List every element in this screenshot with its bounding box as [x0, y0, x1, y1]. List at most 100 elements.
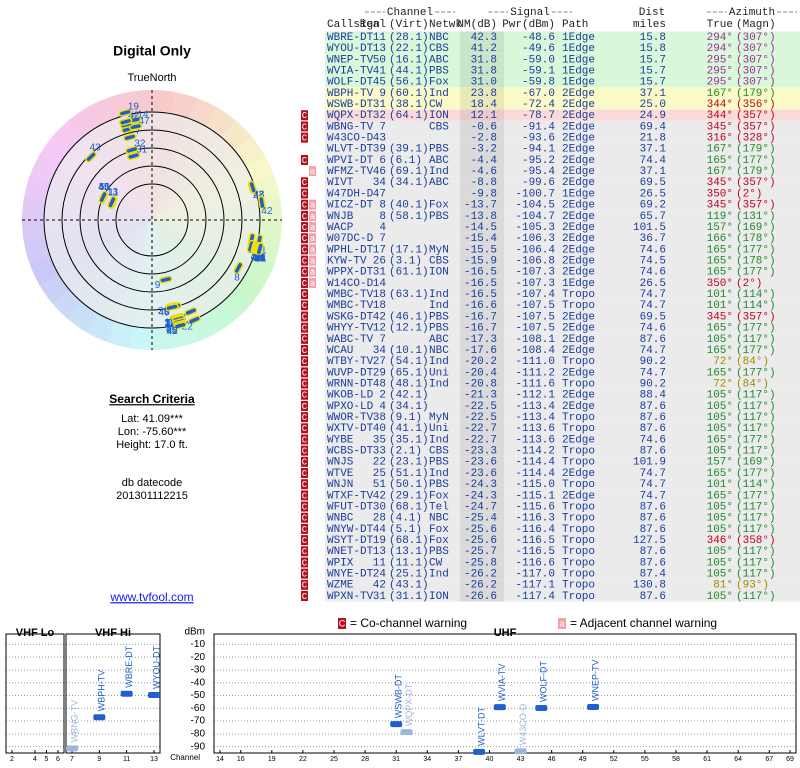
warning-flag: C	[302, 570, 308, 580]
cell-dist: 87.6	[640, 401, 666, 413]
band-title: UHF	[494, 627, 517, 639]
cell-virt: (23.1)	[389, 457, 429, 469]
cell-nm: -25.6	[464, 535, 497, 547]
cell-dist: 25.0	[640, 99, 666, 111]
cell-path: 2Edge	[562, 345, 595, 357]
co-channel-badge	[301, 266, 308, 277]
warning-flag: a	[310, 268, 316, 278]
x-tick-label: 64	[734, 756, 742, 763]
cell-nm: 23.8	[471, 88, 497, 100]
station-channel: 50	[99, 182, 111, 193]
cell-real: 2	[379, 390, 386, 402]
cell-dist: 87.6	[640, 501, 666, 513]
x-tick-label: 22	[299, 756, 307, 763]
nm-band	[460, 579, 504, 591]
row-bg	[325, 42, 800, 54]
cell-dist: 15.7	[640, 65, 666, 77]
warning-flag: C	[302, 502, 308, 512]
cell-dist: 69.5	[640, 311, 666, 323]
cell-virt: (22.1)	[389, 43, 429, 55]
warning-flag: C	[302, 435, 308, 445]
nm-band	[460, 478, 504, 490]
cell-nm: -21.3	[464, 390, 497, 402]
cell-virt: (9.1)	[389, 412, 422, 424]
cell-pwr: -113.6	[515, 423, 555, 435]
cell-callsign: WCAU	[327, 345, 353, 357]
cell-magn: (307°)	[736, 77, 776, 89]
warning-flag: C	[302, 558, 308, 568]
cell-magn: (177°)	[736, 490, 776, 502]
cell-true: 72°	[713, 378, 733, 390]
cell-real: 43	[373, 133, 386, 145]
cell-real: 42	[373, 580, 386, 592]
cell-magn: (358°)	[736, 535, 776, 547]
adjacent-badge	[309, 210, 316, 221]
y-tick-label: -10	[191, 639, 206, 650]
x-tick-label: 55	[641, 756, 649, 763]
cell-real: 26	[373, 256, 386, 268]
station-channel: 44	[254, 253, 266, 264]
cell-magn: (177°)	[736, 323, 776, 335]
signal-marker	[148, 691, 160, 698]
cell-callsign: WHYY-TV	[327, 323, 374, 335]
row-bg	[325, 299, 800, 311]
inner-disk	[44, 112, 260, 328]
cell-pwr: -107.5	[515, 311, 555, 323]
cell-nm: -15.4	[464, 233, 497, 245]
cell-true: 295°	[707, 65, 733, 77]
co-channel-badge	[301, 434, 308, 445]
x-tick-label: 25	[330, 756, 338, 763]
column-header: NM(dB)	[457, 19, 497, 31]
cell-true: 345°	[707, 200, 733, 212]
cell-dist: 74.7	[640, 345, 666, 357]
cell-path: 2Edge	[562, 490, 595, 502]
warning-flag: a	[310, 234, 316, 244]
cell-real: 45	[373, 77, 386, 89]
cell-nm: -20.4	[464, 367, 497, 379]
x-tick-label: 6	[56, 756, 60, 763]
cell-real: 32	[373, 110, 386, 122]
cell-netwk: ABC	[429, 155, 449, 167]
x-tick-label: 7	[70, 756, 74, 763]
cell-real: 4	[379, 401, 386, 413]
cell-real: 12	[373, 323, 386, 335]
cell-pwr: -106.8	[515, 256, 555, 268]
warning-flag: a	[310, 245, 316, 255]
warning-flag: a	[310, 167, 316, 177]
cell-virt: (65.1)	[389, 367, 429, 379]
band-frame	[5, 633, 65, 754]
cell-magn: (117°)	[736, 546, 776, 558]
cell-nm: -26.6	[464, 591, 497, 603]
cell-nm: -24.7	[464, 501, 497, 513]
warning-flag: C	[302, 581, 308, 591]
cell-dist: 127.5	[633, 535, 666, 547]
cell-path: Tropo	[562, 513, 595, 525]
station-channel: 34	[165, 320, 177, 331]
nm-band	[460, 333, 504, 345]
cell-dist: 87.6	[640, 557, 666, 569]
cell-real: 7	[379, 334, 386, 346]
cell-netwk: PBS	[429, 211, 449, 223]
row-bg	[325, 389, 800, 401]
signal-marker	[390, 721, 403, 728]
group-header: Dist	[639, 7, 665, 19]
cell-pwr: -116.6	[515, 557, 555, 569]
cell-magn: (177°)	[736, 434, 776, 446]
row-bg	[325, 64, 800, 77]
cell-callsign: W43CO-D	[327, 133, 374, 145]
cell-magn: (177°)	[736, 468, 776, 480]
cell-pwr: -113.6	[515, 434, 555, 446]
cell-magn: (117°)	[736, 334, 776, 346]
cell-real: 7	[379, 121, 386, 133]
cell-magn: (114°)	[736, 289, 776, 301]
cell-magn: (117°)	[736, 390, 776, 402]
warning-flag: C	[302, 357, 308, 367]
cell-magn: (307°)	[736, 32, 776, 44]
cell-nm: -16.7	[464, 311, 497, 323]
cell-netwk: Ind	[429, 289, 449, 301]
station-channel: 31	[165, 319, 177, 330]
cell-callsign: WTBY-TV	[327, 356, 374, 368]
cell-dist: 36.7	[640, 233, 666, 245]
link[interactable]: www.tvfool.com	[109, 590, 193, 604]
